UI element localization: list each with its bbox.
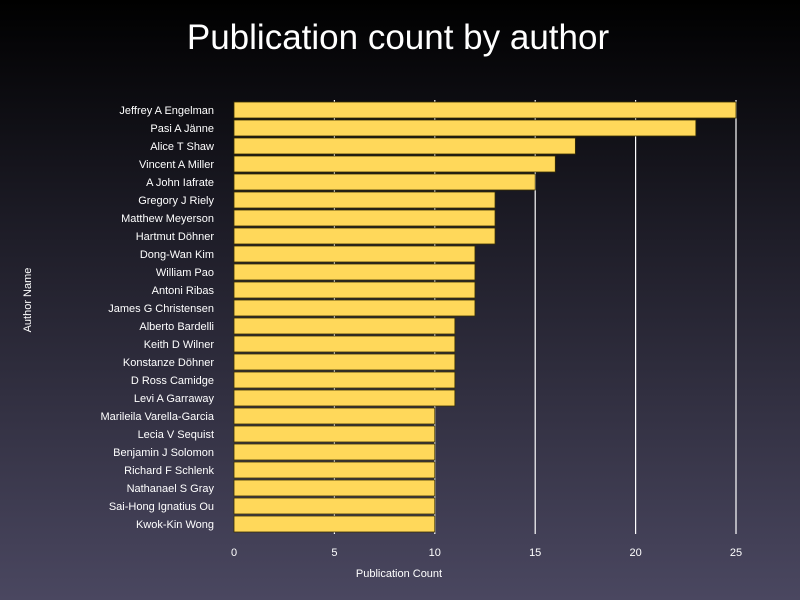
- category-label: Kwok-Kin Wong: [136, 519, 214, 531]
- bar: [233, 317, 456, 335]
- x-tick-label: 0: [231, 547, 237, 559]
- bar: [233, 335, 456, 353]
- bar: [233, 245, 476, 263]
- category-label: Keith D Wilner: [144, 339, 215, 351]
- category-label: Gregory J Riely: [138, 195, 214, 207]
- bar: [233, 191, 496, 209]
- bar: [233, 443, 436, 461]
- category-label: Sai-Hong Ignatius Ou: [109, 501, 214, 513]
- category-labels: Jeffrey A Engelman Pasi A Jänne Alice T Sh…: [101, 105, 215, 531]
- category-label: Matthew Meyerson: [121, 213, 214, 225]
- bar: [233, 209, 496, 227]
- bar: [233, 281, 476, 299]
- bar: [233, 497, 436, 515]
- y-axis-label: Author Name: [22, 268, 34, 333]
- category-label: Hartmut Döhner: [136, 231, 215, 243]
- bar: [233, 173, 536, 191]
- bar: [233, 299, 476, 317]
- category-label: Konstanze Döhner: [123, 357, 214, 369]
- category-label: Richard F Schlenk: [124, 465, 214, 477]
- category-label: Vincent A Miller: [139, 159, 214, 171]
- x-tick-label: 25: [730, 547, 742, 559]
- bar: [233, 479, 436, 497]
- x-tick-label: 5: [331, 547, 337, 559]
- bar: [233, 461, 436, 479]
- bars: [233, 101, 737, 533]
- category-label: Jeffrey A Engelman: [119, 105, 214, 117]
- category-label: Levi A Garraway: [134, 393, 215, 405]
- bar: [233, 263, 476, 281]
- bar: [233, 407, 436, 425]
- category-label: Benjamin J Solomon: [113, 447, 214, 459]
- category-label: Alberto Bardelli: [139, 321, 214, 333]
- category-label: Dong-Wan Kim: [140, 249, 214, 261]
- bar: [233, 155, 556, 173]
- bar: [233, 371, 456, 389]
- x-tick-label: 15: [529, 547, 541, 559]
- bar: [233, 353, 456, 371]
- bar: [233, 119, 697, 137]
- x-axis-label: Publication Count: [356, 568, 442, 580]
- x-tick-label: 20: [629, 547, 641, 559]
- category-label: D Ross Camidge: [131, 375, 214, 387]
- bar: [233, 515, 436, 533]
- bar: [233, 137, 576, 155]
- category-label: Pasi A Jänne: [150, 123, 214, 135]
- x-tick-label: 10: [429, 547, 441, 559]
- category-label: Marileila Varella-Garcia: [101, 411, 215, 423]
- bar: [233, 227, 496, 245]
- category-label: James G Christensen: [108, 303, 214, 315]
- category-label: William Pao: [156, 267, 214, 279]
- x-tick-labels: 0 5 10 15 20 25: [231, 547, 742, 559]
- category-label: Lecia V Sequist: [138, 429, 214, 441]
- category-label: Antoni Ribas: [152, 285, 215, 297]
- category-label: Nathanael S Gray: [127, 483, 215, 495]
- category-label: Alice T Shaw: [150, 141, 214, 153]
- category-label: A John Iafrate: [146, 177, 214, 189]
- chart-title: Publication count by author: [186, 18, 610, 57]
- bar: [233, 425, 436, 443]
- bar: [233, 101, 737, 119]
- bar: [233, 389, 456, 407]
